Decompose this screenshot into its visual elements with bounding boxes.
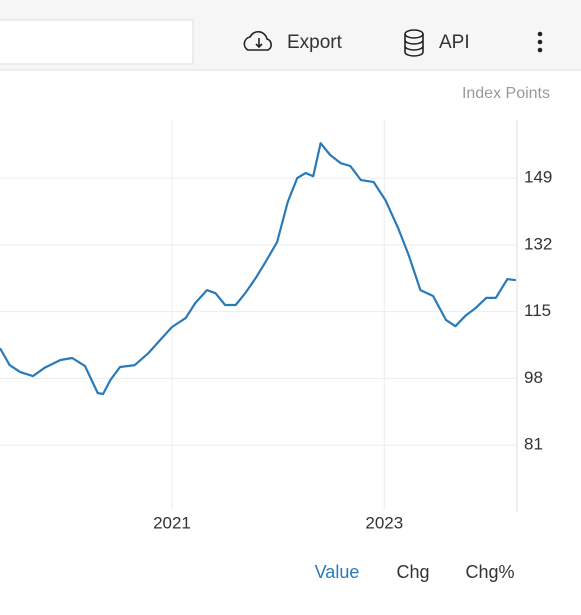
- unit-label: Index Points: [462, 85, 550, 102]
- export-label: Export: [287, 32, 343, 53]
- search-box[interactable]: [0, 19, 194, 65]
- plot: 81 98 115 132 149 2021 2023: [0, 120, 552, 532]
- y-tick-label: 132: [524, 234, 552, 253]
- tab[interactable]: Chg: [396, 562, 429, 582]
- download-arrow: [255, 38, 263, 49]
- y-tick-label: 149: [524, 168, 552, 187]
- cloud-icon: [243, 31, 272, 51]
- more-menu[interactable]: [537, 31, 543, 53]
- y-tick-label: 81: [524, 435, 543, 454]
- export-button[interactable]: Export: [243, 31, 343, 53]
- tab[interactable]: Chg%: [465, 562, 514, 582]
- y-tick-label: 98: [524, 368, 543, 387]
- x-tick-label: 2021: [153, 513, 191, 532]
- database-icon: [404, 29, 424, 57]
- y-tick-label: 115: [524, 301, 551, 320]
- api-button[interactable]: API: [404, 29, 470, 57]
- data-line: [0, 142, 517, 396]
- api-label: API: [439, 32, 470, 53]
- tab[interactable]: Value: [315, 562, 360, 582]
- x-tick-label: 2023: [365, 513, 403, 532]
- tabs: Value Chg Chg%: [315, 562, 515, 582]
